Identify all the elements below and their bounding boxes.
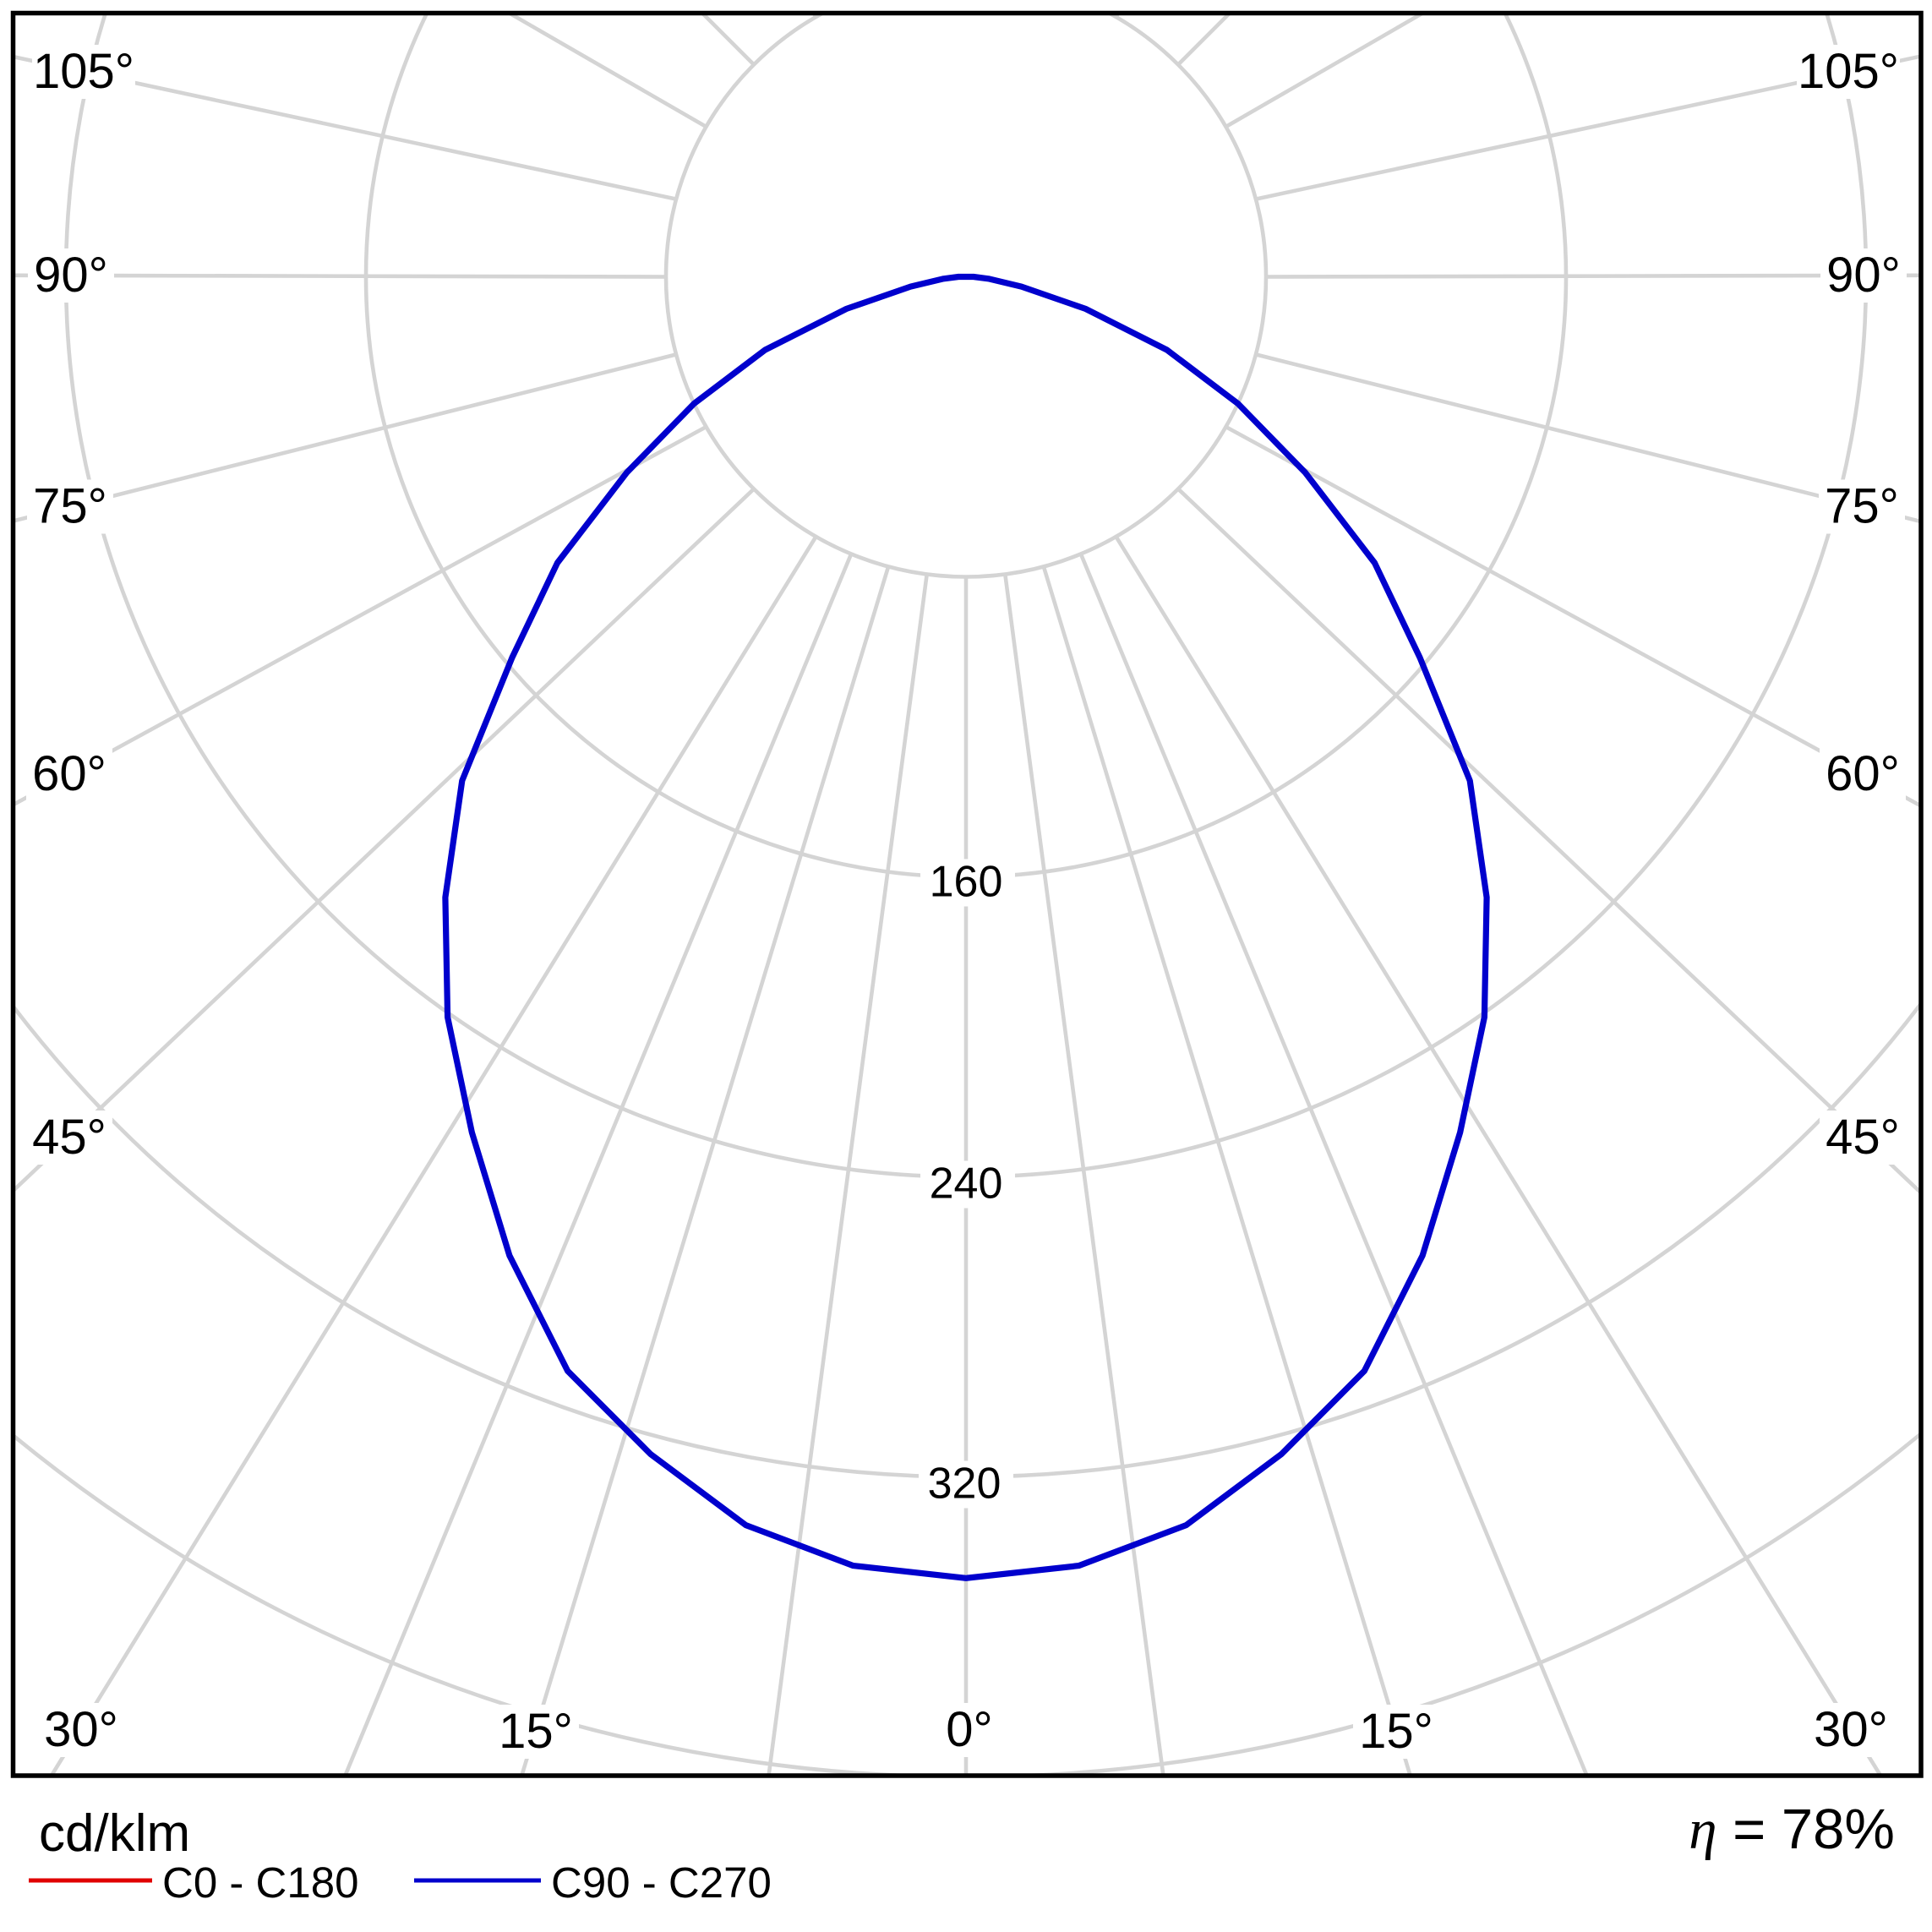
svg-text:30°: 30°	[1814, 1702, 1888, 1757]
svg-text:C90 - C270: C90 - C270	[551, 1858, 772, 1907]
svg-text:240: 240	[930, 1160, 1003, 1209]
svg-text:105°: 105°	[33, 44, 134, 99]
svg-text:C0 - C180: C0 - C180	[162, 1858, 358, 1907]
svg-text:15°: 15°	[499, 1704, 573, 1759]
svg-text:η = 78%: η = 78%	[1689, 1798, 1895, 1861]
svg-text:60°: 60°	[32, 746, 106, 801]
svg-text:75°: 75°	[1825, 479, 1899, 534]
svg-text:15°: 15°	[1359, 1704, 1433, 1759]
svg-text:90°: 90°	[34, 248, 108, 303]
svg-text:90°: 90°	[1826, 248, 1901, 303]
svg-text:0°: 0°	[946, 1702, 992, 1757]
svg-text:105°: 105°	[1798, 44, 1899, 99]
svg-text:75°: 75°	[33, 479, 107, 534]
svg-text:45°: 45°	[1826, 1110, 1900, 1165]
svg-text:cd/klm: cd/klm	[39, 1804, 190, 1863]
svg-text:60°: 60°	[1826, 746, 1900, 801]
svg-text:30°: 30°	[44, 1702, 118, 1757]
svg-text:45°: 45°	[32, 1110, 106, 1165]
svg-text:320: 320	[928, 1460, 1001, 1509]
svg-text:160: 160	[930, 858, 1003, 907]
